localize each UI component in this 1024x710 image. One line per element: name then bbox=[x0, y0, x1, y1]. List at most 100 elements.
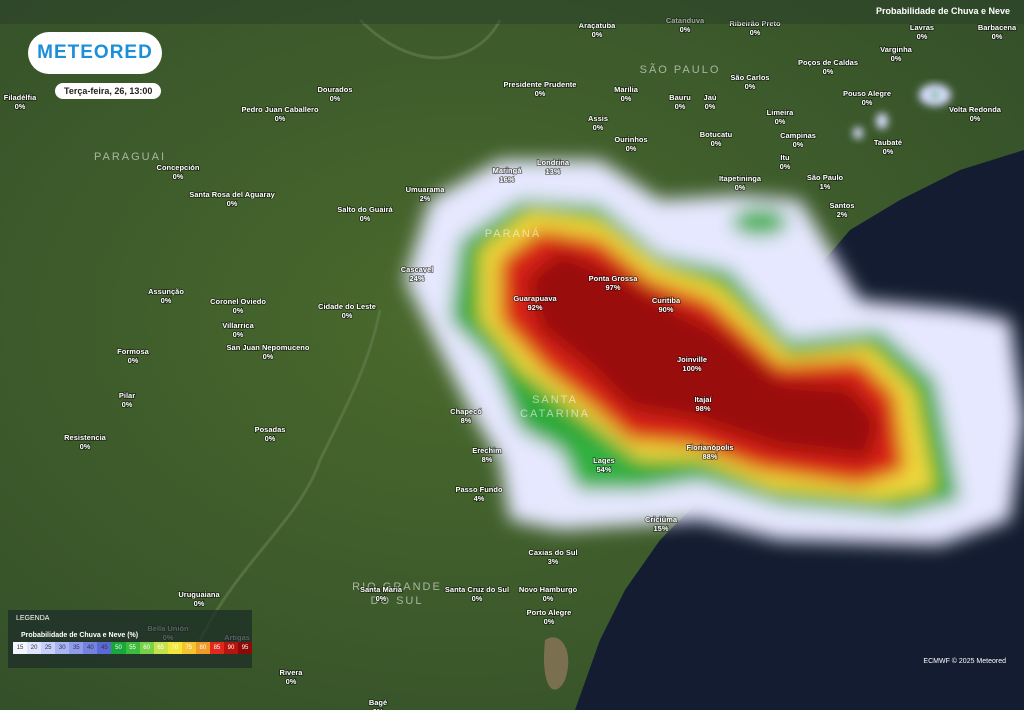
logo[interactable]: METEORED bbox=[28, 32, 162, 74]
city-name: Umuarama bbox=[406, 185, 446, 194]
city-value: 16% bbox=[499, 175, 514, 184]
city-value: 0% bbox=[992, 32, 1003, 41]
credit: ECMWF © 2025 Meteored bbox=[923, 658, 1006, 665]
city-name: Bauru bbox=[669, 93, 691, 102]
city-value: 0% bbox=[750, 28, 761, 37]
city-name: Maringá bbox=[493, 166, 523, 175]
city-name: Resistencia bbox=[64, 433, 107, 442]
city-name: Salto do Guairá bbox=[337, 205, 393, 214]
city-name: Santa Cruz do Sul bbox=[445, 585, 509, 594]
legend-step: 65 bbox=[153, 642, 168, 654]
city-name: Assis bbox=[588, 114, 608, 123]
city-name: Ourinhos bbox=[614, 135, 647, 144]
city-name: Volta Redonda bbox=[949, 105, 1002, 114]
legend-step: 70 bbox=[167, 642, 182, 654]
city-name: Cidade do Leste bbox=[318, 302, 376, 311]
legend-step: 30 bbox=[55, 642, 70, 654]
top-bar bbox=[0, 0, 1024, 24]
city-name: Filadélfia bbox=[4, 93, 37, 102]
city-name: Itajaí bbox=[694, 395, 712, 404]
city-value: 0% bbox=[330, 94, 341, 103]
city-name: Poços de Caldas bbox=[798, 58, 858, 67]
city-name: Posadas bbox=[255, 425, 286, 434]
city-value: 54% bbox=[596, 465, 611, 474]
city-value: 0% bbox=[535, 89, 546, 98]
city-value: 0% bbox=[680, 25, 691, 34]
city-value: 4% bbox=[474, 494, 485, 503]
city-value: 0% bbox=[265, 434, 276, 443]
city-name: Limeira bbox=[767, 108, 795, 117]
city-value: 0% bbox=[626, 144, 637, 153]
city-name: Dourados bbox=[317, 85, 352, 94]
city-value: 0% bbox=[705, 102, 716, 111]
city-name: Marília bbox=[614, 85, 639, 94]
city-value: 0% bbox=[735, 183, 746, 192]
city-name: Assunção bbox=[148, 287, 184, 296]
legend-step: 95 bbox=[238, 642, 253, 654]
city-value: 0% bbox=[780, 162, 791, 171]
city-value: 0% bbox=[173, 172, 184, 181]
city-name: Passo Fundo bbox=[455, 485, 503, 494]
legend-step: 50 bbox=[111, 642, 126, 654]
city-name: Concepción bbox=[157, 163, 200, 172]
rain-cells bbox=[853, 84, 951, 139]
region-label: SANTA bbox=[532, 394, 578, 406]
city-name: Erechim bbox=[472, 446, 502, 455]
city-value: 0% bbox=[862, 98, 873, 107]
city-name: Pilar bbox=[119, 391, 135, 400]
legend-step: 45 bbox=[97, 642, 112, 654]
city-value: 8% bbox=[461, 416, 472, 425]
city-value: 97% bbox=[605, 283, 620, 292]
city-value: 8% bbox=[482, 455, 493, 464]
date-badge[interactable]: Terça-feira, 26, 13:00 bbox=[55, 83, 162, 99]
rivers bbox=[198, 18, 502, 641]
legend-step: 85 bbox=[209, 642, 224, 654]
city-value: 0% bbox=[233, 330, 244, 339]
city-name: São Paulo bbox=[807, 173, 844, 182]
legend-step: 60 bbox=[139, 642, 154, 654]
city-value: 0% bbox=[342, 311, 353, 320]
city-name: Ribeirão Preto bbox=[729, 19, 781, 28]
city-value: 0% bbox=[775, 117, 786, 126]
legend-step: 55 bbox=[125, 642, 140, 654]
region-label: CATARINA bbox=[520, 408, 590, 420]
city-name: Guarapuava bbox=[513, 294, 557, 303]
city-value: 0% bbox=[194, 599, 205, 608]
city-name: Jaú bbox=[704, 93, 717, 102]
region-label: SÃO PAULO bbox=[640, 63, 721, 76]
city-value: 24% bbox=[409, 274, 424, 283]
city-name: San Juan Nepomuceno bbox=[227, 343, 310, 352]
city-value: 15% bbox=[653, 524, 668, 533]
